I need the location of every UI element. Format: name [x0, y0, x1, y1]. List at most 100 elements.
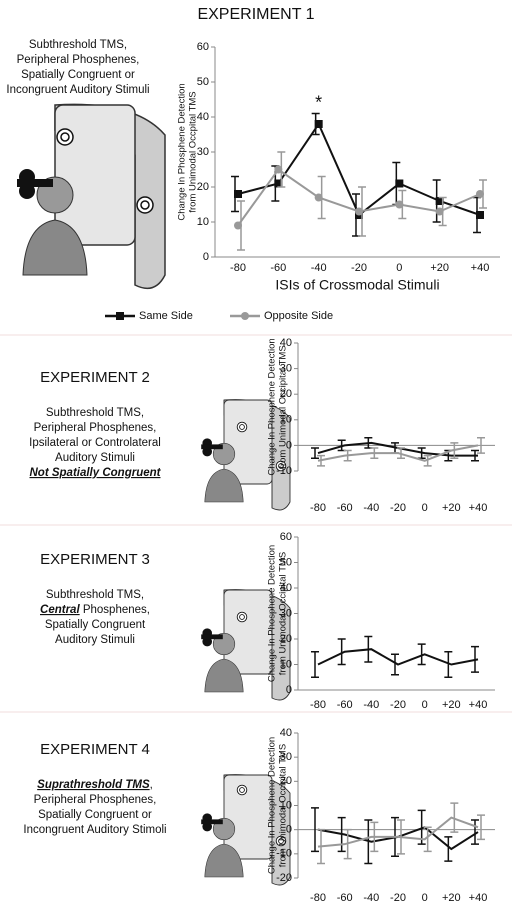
series-line [317, 816, 479, 848]
point [234, 190, 242, 198]
error-bar [417, 643, 426, 666]
error-bar [317, 828, 325, 865]
y-tick-label: 60 [280, 531, 292, 543]
x-tick-label: 0 [396, 262, 402, 274]
x-tick-label: -20 [390, 502, 406, 514]
description-line: Peripheral Phosphenes, [34, 794, 157, 806]
point [274, 179, 283, 188]
error-bar [391, 653, 399, 676]
description-text: Subthreshold TMS, [46, 589, 144, 601]
x-tick-label: 0 [422, 892, 428, 904]
description-line: Spatially Congruent [45, 619, 146, 631]
point [395, 179, 404, 188]
annotation: * [315, 92, 322, 112]
y-axis-label: from Unimodal Occipital TMS [278, 552, 289, 675]
point [355, 207, 363, 216]
y-tick-label: 0 [286, 684, 292, 696]
y-axis-label: Change In Phosphene Detection [267, 545, 278, 682]
y-tick-label: -10 [276, 465, 292, 477]
series-line [317, 648, 479, 666]
description-line: Incongruent Auditory Stimuli [6, 84, 149, 96]
x-tick-label: -80 [230, 262, 246, 274]
y-tick-label: 10 [197, 216, 209, 228]
x-axis-label: ISIs of Crossmodal Stimuli [275, 277, 439, 293]
y-axis-label: from Unimodal Occpital TMS [188, 91, 199, 212]
description-text: Not Spatially Congruent [30, 467, 162, 479]
x-tick-label: -80 [310, 502, 326, 514]
description-text: Peripheral Phosphenes, [34, 794, 157, 806]
legend-marker [241, 312, 249, 320]
y-tick-label: 10 [280, 799, 292, 811]
x-tick-label: +20 [442, 699, 461, 711]
x-tick-label: -80 [310, 892, 326, 904]
x-tick-label: -60 [337, 892, 353, 904]
description-text: Peripheral Phosphenes, [17, 54, 140, 66]
description-text: Auditory Stimuli [55, 452, 135, 464]
error-bar [423, 826, 432, 853]
point [435, 207, 444, 216]
error-bar [477, 814, 485, 841]
error-bar [311, 651, 319, 678]
y-tick-label: 40 [197, 111, 209, 123]
description-line: Auditory Stimuli [55, 452, 135, 464]
y-tick-label: 40 [280, 337, 292, 349]
error-bar [317, 454, 325, 467]
y-axis-label: Change In Phosphene Detection [267, 338, 278, 475]
y-tick-label: -10 [276, 848, 292, 860]
description-line: Subthreshold TMS, [29, 39, 127, 51]
description-text: Auditory Stimuli [55, 634, 135, 646]
description-text: Subthreshold TMS, [46, 407, 144, 419]
error-bar [450, 442, 459, 459]
x-tick-label: +40 [469, 502, 488, 514]
error-bar [343, 449, 352, 462]
x-tick-label: -20 [351, 262, 367, 274]
description-line: Central Phosphenes, [40, 604, 150, 616]
y-tick-label: 40 [280, 582, 292, 594]
point [234, 221, 242, 230]
chart-title: EXPERIMENT 3 [40, 551, 150, 568]
y-tick-label: 0 [286, 824, 292, 836]
point [395, 200, 404, 209]
description-line: Peripheral Phosphenes, [17, 54, 140, 66]
description-text: , [150, 779, 153, 791]
error-bar [311, 807, 319, 853]
chart-title: EXPERIMENT 1 [197, 6, 314, 23]
point [476, 190, 484, 198]
x-tick-label: +20 [442, 892, 461, 904]
description-text: Incongruent Auditory Stimuli [6, 84, 149, 96]
y-tick-label: 20 [280, 633, 292, 645]
error-bar [471, 449, 479, 462]
x-tick-label: -80 [310, 699, 326, 711]
x-tick-label: -40 [311, 262, 327, 274]
error-bar [370, 821, 379, 853]
description-text: Subthreshold TMS, [29, 39, 127, 51]
error-bar [423, 454, 432, 467]
point [476, 211, 484, 219]
error-bar [337, 816, 346, 853]
description-line: Subthreshold TMS, [46, 407, 144, 419]
y-tick-label: -20 [276, 872, 292, 884]
error-bar [444, 651, 453, 678]
error-bar [370, 447, 379, 459]
y-tick-label: 0 [203, 251, 209, 263]
description-text: Central [40, 604, 80, 616]
x-tick-label: +40 [471, 262, 490, 274]
y-tick-label: 30 [280, 363, 292, 375]
point [274, 165, 283, 174]
y-axis-label: Change In Phosphene Detection [177, 83, 188, 220]
y-tick-label: 40 [280, 727, 292, 739]
x-tick-label: -20 [390, 699, 406, 711]
description-line: Spatially Congruent or [21, 69, 135, 81]
x-tick-label: +40 [469, 892, 488, 904]
x-tick-label: -20 [390, 892, 406, 904]
y-axis-label: from Unimodal Occipital TMS [278, 345, 289, 468]
point [435, 197, 444, 205]
x-tick-label: 0 [422, 699, 428, 711]
x-tick-label: -60 [337, 699, 353, 711]
error-bar [450, 802, 459, 833]
description-text: Suprathreshold TMS [37, 779, 150, 791]
y-tick-label: 20 [280, 775, 292, 787]
error-bar [337, 638, 346, 666]
y-axis-label: Change In Phosphene Detection [267, 737, 278, 874]
